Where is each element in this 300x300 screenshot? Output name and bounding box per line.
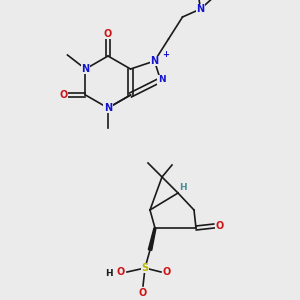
Polygon shape <box>148 228 156 250</box>
Text: S: S <box>141 263 148 273</box>
Text: N: N <box>104 103 112 113</box>
Text: +: + <box>163 50 170 59</box>
Text: O: O <box>59 90 68 100</box>
Text: O: O <box>104 29 112 39</box>
Text: N: N <box>158 76 165 85</box>
Text: O: O <box>117 267 125 277</box>
Text: O: O <box>216 221 224 231</box>
Text: H: H <box>179 184 187 193</box>
Text: O: O <box>139 288 147 298</box>
Text: N: N <box>151 56 159 66</box>
Text: O: O <box>163 267 171 277</box>
Text: H: H <box>105 268 113 278</box>
Text: N: N <box>196 4 205 14</box>
Text: N: N <box>81 64 89 74</box>
